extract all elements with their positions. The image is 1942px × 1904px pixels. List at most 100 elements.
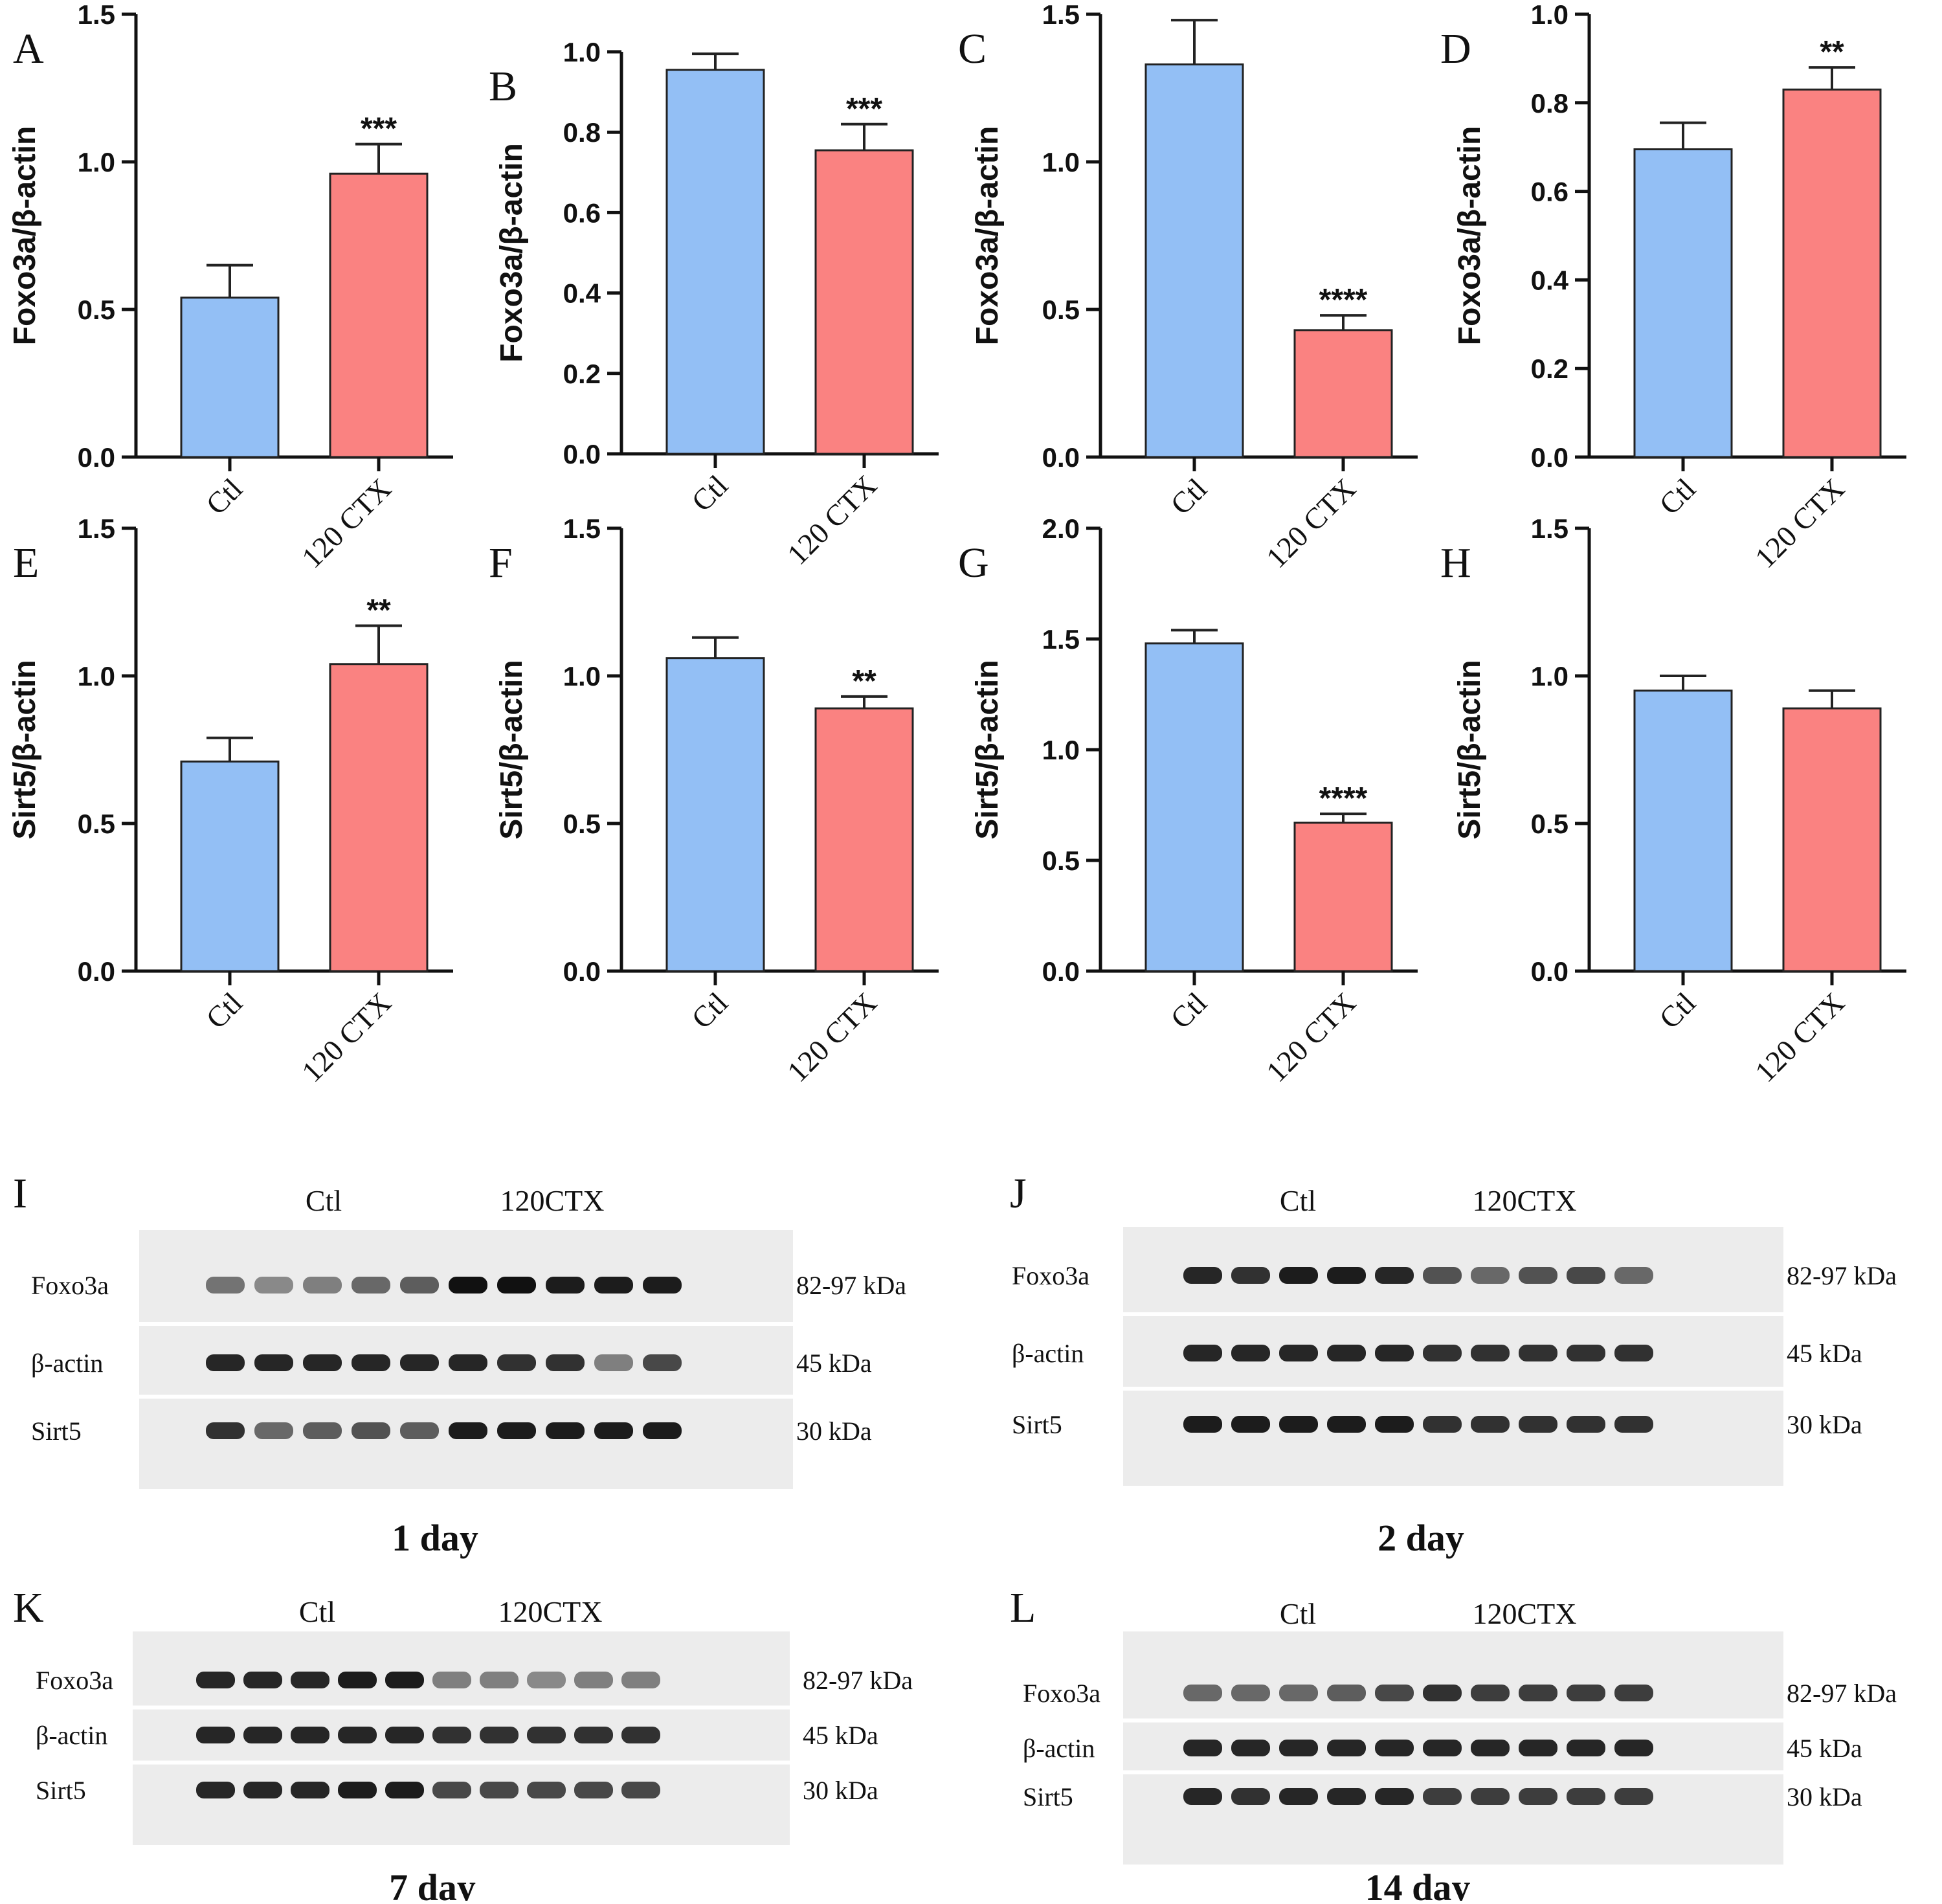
blot-band [1423,1740,1462,1756]
x-tick-label: 120 CTX [781,986,883,1088]
bar-ctx [329,172,429,458]
blot-band [527,1782,566,1798]
blot-band [196,1672,235,1688]
blot-band [574,1672,613,1688]
x-tick-label: Ctl [199,986,249,1035]
molecular-weight-label: 82-97 kDa [1787,1261,1897,1290]
blot-band [1567,1416,1605,1433]
molecular-weight-label: 45 kDa [803,1721,878,1750]
blot-band [449,1277,487,1294]
blot-band [497,1354,536,1371]
bar-ctx [329,663,429,972]
blot-band [621,1782,660,1798]
y-tick-label: 1.0 [1042,147,1080,177]
protein-label: Sirt5 [1012,1410,1062,1439]
y-tick-label: 0.0 [1042,442,1080,473]
blot-band [480,1672,519,1688]
blot-band [1471,1788,1510,1805]
blot-band [449,1354,487,1371]
blot-band [1375,1416,1414,1433]
blot-band [1183,1416,1222,1433]
molecular-weight-label: 82-97 kDa [1787,1679,1897,1708]
blot-band [206,1277,245,1294]
y-tick-label: 0.5 [1042,295,1080,325]
x-tick-label: 120 CTX [781,469,883,571]
x-tick-label: Ctl [685,469,734,518]
blot-band [1279,1267,1318,1284]
protein-label: Foxo3a [36,1666,113,1695]
molecular-weight-label: 45 kDa [1787,1339,1862,1368]
blot-band [432,1727,471,1743]
protein-label: β-actin [36,1721,107,1750]
molecular-weight-label: 82-97 kDa [796,1271,906,1300]
y-tick-label: 0.2 [563,359,601,389]
bar-ctl [1144,63,1244,458]
y-tick-label: 0.6 [563,197,601,228]
blot-band [400,1277,439,1294]
blot-band [643,1354,682,1371]
y-tick-label: 0.0 [1042,956,1080,987]
y-axis-title: Foxo3a/β-actin [1453,126,1487,346]
blot-band [497,1277,536,1294]
blot-band [594,1422,633,1439]
blot-band [291,1782,329,1798]
x-tick-label: Ctl [1164,472,1213,521]
blot-band [1567,1788,1605,1805]
protein-label: Foxo3a [31,1271,109,1300]
blot-band [497,1422,536,1439]
group-label-ctl: Ctl [1280,1184,1316,1217]
significance-marker: **** [1319,781,1368,816]
x-tick-label: 120 CTX [1748,986,1851,1088]
significance-marker: *** [846,92,882,126]
blot-band [1231,1416,1270,1433]
y-tick-label: 1.0 [563,37,601,67]
blot-band [1327,1416,1366,1433]
molecular-weight-label: 45 kDa [796,1349,872,1378]
blot-band [1423,1788,1462,1805]
blot-band [291,1727,329,1743]
blot-band [1423,1685,1462,1701]
y-tick-label: 1.5 [563,513,601,544]
blot-band [1231,1788,1270,1805]
y-tick-label: 0.0 [78,956,115,987]
x-tick-label: 120 CTX [1260,986,1362,1088]
bar-chart-e: E 0.0 0.5 1.0 1.5 Sirt5/β-actin Ctl 120 CTX ** [8,513,453,1088]
blot-band [303,1354,342,1371]
bar-ctl [1633,148,1733,458]
blot-band [1614,1416,1653,1433]
y-axis-title: Sirt5/β-actin [8,660,42,839]
blot-band [400,1422,439,1439]
blot-band [1567,1267,1605,1284]
blot-band [1183,1267,1222,1284]
y-tick-label: 0.5 [563,809,601,839]
blot-band [621,1672,660,1688]
blot-band [1183,1685,1222,1701]
protein-label: Foxo3a [1012,1261,1089,1290]
panel-label: G [958,539,989,587]
blot-band [352,1277,390,1294]
blot-band [546,1354,585,1371]
blot-band [400,1354,439,1371]
blot-band [574,1782,613,1798]
blot-band [196,1727,235,1743]
significance-marker: *** [361,112,397,146]
y-tick-label: 1.0 [1042,735,1080,765]
y-axis-title: Sirt5/β-actin [970,660,1005,839]
blot-band [1519,1416,1557,1433]
blot-band [1471,1740,1510,1756]
protein-label: β-actin [1012,1339,1084,1368]
blot-band [196,1782,235,1798]
significance-marker: ** [852,664,876,699]
blot-band [594,1277,633,1294]
blot-band [1375,1740,1414,1756]
blot-band [1567,1740,1605,1756]
blot-band [1183,1740,1222,1756]
blot-band [1519,1267,1557,1284]
bar-ctx [1782,88,1882,458]
panel-label: F [489,539,513,587]
y-tick-label: 1.5 [78,513,115,544]
blot-band [449,1422,487,1439]
blot-band [1423,1416,1462,1433]
y-axis-title: Foxo3a/β-actin [970,126,1005,346]
